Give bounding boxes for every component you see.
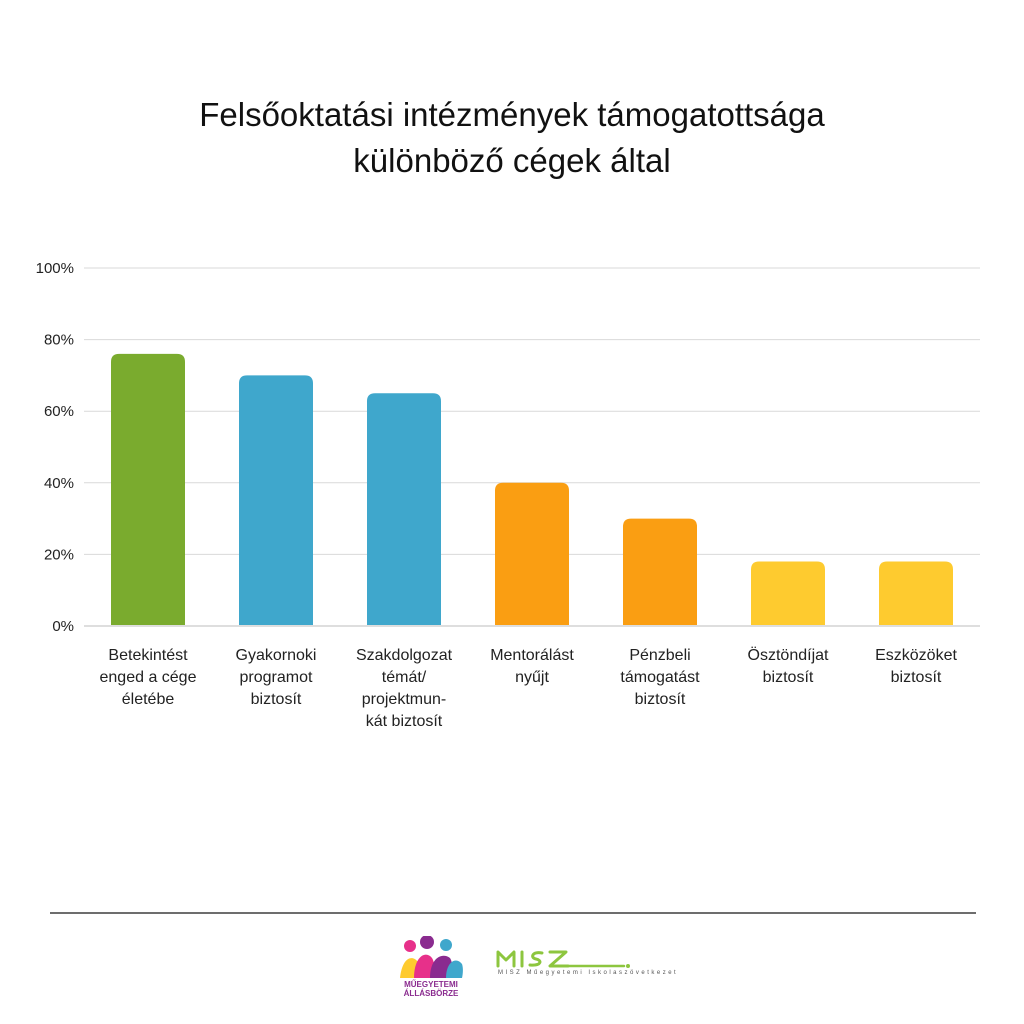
x-category-label-line: kát biztosít bbox=[365, 713, 443, 730]
x-category-label-line: életébe bbox=[121, 691, 175, 708]
x-category-label-line: enged a cége bbox=[99, 669, 197, 686]
x-category-label-line: Szakdolgozat bbox=[355, 647, 453, 664]
x-category-label-line: biztosít bbox=[250, 691, 302, 708]
x-category-label-line: Gyakornoki bbox=[235, 647, 317, 664]
x-category-label-line: Eszközöket bbox=[875, 647, 957, 664]
x-category-label: Betekintést enged a cége életébe bbox=[83, 645, 213, 711]
misz-logo-icon bbox=[496, 950, 630, 968]
y-tick-label: 60% bbox=[44, 403, 74, 420]
bar bbox=[367, 393, 441, 625]
x-category-label-line: biztosít bbox=[890, 669, 942, 686]
bar bbox=[495, 482, 569, 625]
bar bbox=[623, 518, 697, 625]
bar bbox=[239, 375, 313, 625]
logo-right-subtitle: MISZ Műegyetemi Iskolaszövetkezet bbox=[498, 970, 679, 976]
y-tick-label: 0% bbox=[52, 618, 74, 635]
x-category-label-line: Ösztöndíjat bbox=[747, 647, 829, 664]
x-category-label-line: témát/ bbox=[381, 669, 427, 686]
x-category-label-line: Mentorálást bbox=[490, 647, 574, 664]
bar bbox=[111, 353, 185, 625]
footer-divider bbox=[50, 912, 976, 914]
x-category-label-line: nyűjt bbox=[515, 669, 549, 686]
y-tick-label: 80% bbox=[44, 332, 74, 349]
chart-title-line-2: különböző cégek által bbox=[353, 142, 671, 179]
bars bbox=[111, 353, 953, 625]
bar bbox=[879, 561, 953, 625]
y-tick-label: 100% bbox=[36, 260, 74, 277]
x-category-label: Mentorálást nyűjt bbox=[467, 645, 597, 689]
bar bbox=[751, 561, 825, 625]
y-tick-label: 20% bbox=[44, 546, 74, 563]
x-category-label: Ösztöndíjat biztosít bbox=[723, 645, 853, 689]
muegyetemi-allasborze-logo: MŰEGYETEMI ÁLLÁSBÖRZE bbox=[396, 935, 466, 1006]
y-tick-label: 40% bbox=[44, 475, 74, 492]
x-category-label-line: projektmun- bbox=[361, 691, 447, 708]
x-category-label: Gyakornoki programot biztosít bbox=[211, 645, 341, 711]
misz-logo: MISZ Műegyetemi Iskolaszövetkezet bbox=[494, 944, 676, 994]
people-logo-icon bbox=[400, 935, 463, 978]
chart-title-line-1: Felsőoktatási intézmények támogatottsága bbox=[199, 96, 825, 133]
chart-title: Felsőoktatási intézmények támogatottsága… bbox=[0, 92, 1024, 184]
x-category-label-line: programot bbox=[239, 669, 313, 686]
x-category-label-line: támogatást bbox=[620, 669, 700, 686]
x-category-label-line: Pénzbeli bbox=[629, 647, 691, 664]
x-category-label: Eszközöket biztosít bbox=[851, 645, 981, 689]
x-category-label: Pénzbeli támogatást biztosít bbox=[595, 645, 725, 711]
x-category-label: Szakdolgozat témát/projektmun-kát biztosí… bbox=[339, 645, 469, 733]
logo-left-text: MŰEGYETEMI ÁLLÁSBÖRZE bbox=[403, 980, 459, 998]
y-axis-ticks: 0% 20% 40% 60% 80% 100% bbox=[36, 260, 74, 635]
x-category-label-line: biztosít bbox=[762, 669, 814, 686]
x-category-label-line: biztosít bbox=[634, 691, 686, 708]
x-category-label-line: Betekintést bbox=[108, 647, 188, 664]
